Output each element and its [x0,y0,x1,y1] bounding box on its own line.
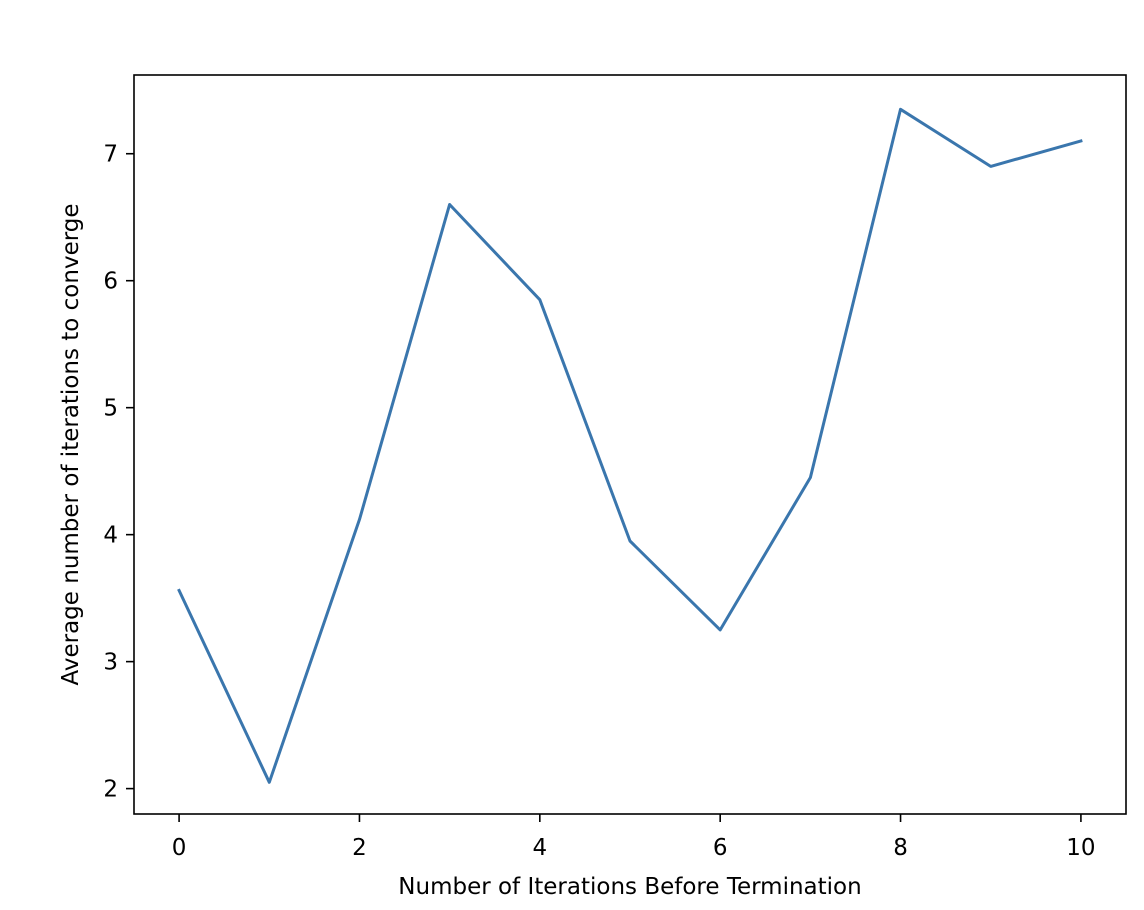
y-tick-label: 4 [103,523,118,549]
plot-background [134,75,1126,814]
y-tick-label: 2 [103,777,118,803]
plot-frame [133,74,1127,815]
x-tick-label: 4 [532,835,547,861]
y-tick-label: 7 [103,142,118,168]
series-line [177,107,1083,784]
x-tick-label: 0 [172,835,187,861]
x-axis-label: Number of Iterations Before Termination [398,874,861,900]
y-tick-label: 6 [103,269,118,295]
x-tick-label: 2 [352,835,367,861]
x-tick-label: 6 [713,835,728,861]
x-tick-label: 8 [893,835,908,861]
y-tick-label: 5 [103,396,118,422]
axis-ticks: 0 2 4 6 8 10 2 3 4 5 6 7 [103,142,1095,861]
y-axis-label: Average number of iterations to converge [58,203,84,685]
y-tick-label: 3 [103,650,118,676]
x-tick-label: 10 [1066,835,1095,861]
